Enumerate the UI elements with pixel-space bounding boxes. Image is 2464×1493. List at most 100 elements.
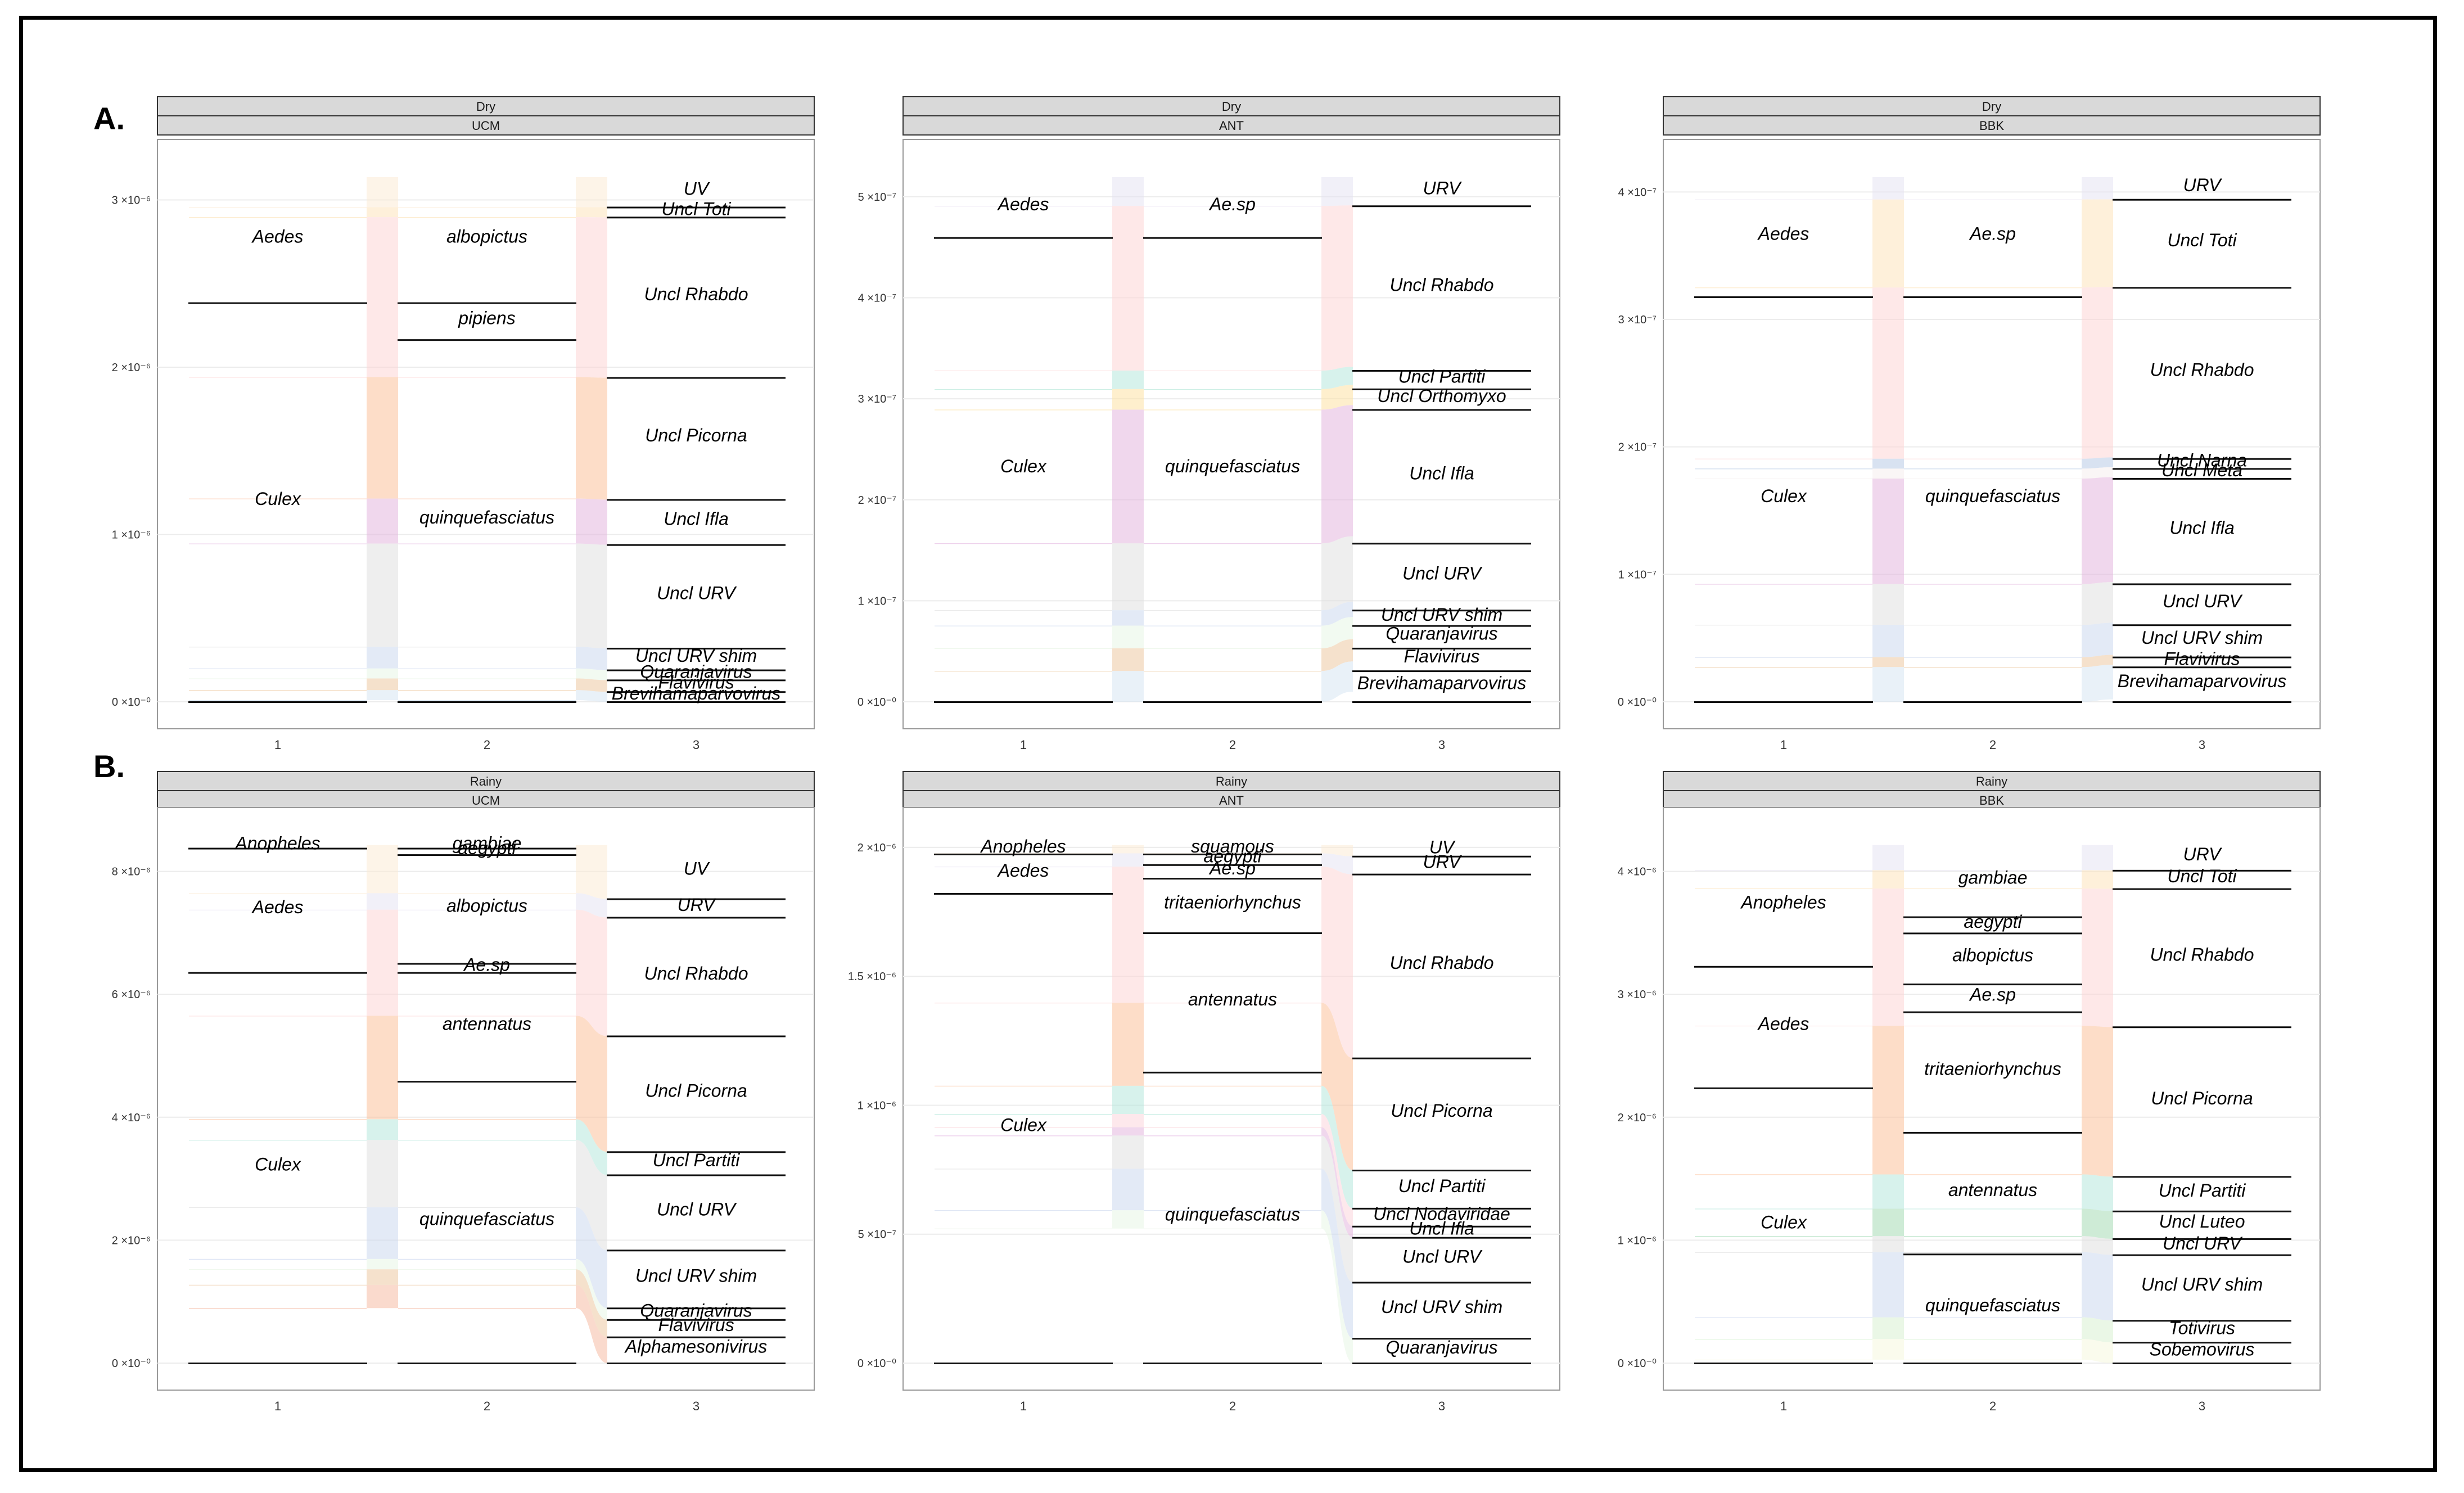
flow-band-1-2 [1872, 1026, 1904, 1175]
stratum-label: Ae.sp [1969, 985, 2016, 1005]
stratum-label: Uncl URV shim [2141, 1274, 2263, 1294]
flow-segment-axis1 [189, 1259, 367, 1260]
flow-band-1-2 [1872, 458, 1904, 469]
y-tick-label: 3 ×10⁻⁷ [1618, 314, 1657, 326]
flow-band-2-3 [1321, 405, 1353, 544]
stratum-label: Flavivirus [2164, 648, 2240, 669]
stratum-label: Uncl Toti [2167, 230, 2237, 250]
y-tick-label: 4 ×10⁻⁶ [112, 1112, 151, 1124]
flow-band-2-3 [576, 1269, 607, 1337]
flow-band-1-2 [1112, 1003, 1144, 1086]
y-tick-label: 4 ×10⁻⁷ [1618, 186, 1657, 199]
stratum-box [1352, 1338, 1531, 1340]
stratum-label: Quaranjavirus [640, 661, 752, 682]
flow-segment-axis1 [189, 207, 367, 208]
stratum-label: URV [2183, 844, 2223, 864]
stratum-label: albopictus [1952, 945, 2033, 966]
y-tick-label: 5 ×10⁻⁷ [858, 1229, 896, 1241]
stratum-label: quinquefasciatus [419, 1208, 554, 1229]
x-tick-label: 1 [274, 738, 281, 752]
x-tick-label: 2 [1229, 1399, 1236, 1413]
stratum-label: Brevihamaparvovirus [2118, 671, 2287, 691]
flow-segment-axis2 [1144, 389, 1321, 390]
stratum-label: antennatus [1188, 989, 1277, 1009]
stratum-label: aegypti [458, 838, 516, 858]
flow-segment-axis1 [935, 389, 1112, 390]
y-tick-label: 8 ×10⁻⁶ [112, 866, 151, 878]
stratum-box [607, 1363, 786, 1364]
flow-band-1-2 [1872, 584, 1904, 625]
stratum-label: Culex [255, 489, 301, 509]
flow-band-2-3 [1321, 845, 1353, 856]
flow-segment-axis2 [1144, 610, 1321, 611]
flow-band-2-3 [576, 678, 607, 692]
flow-band-2-3 [576, 909, 607, 1036]
flow-band-2-3 [576, 1259, 607, 1320]
stratum-box [1903, 916, 2082, 918]
flow-band-1-2 [367, 647, 398, 669]
stratum-box [607, 647, 786, 649]
stratum-box [1143, 878, 1322, 880]
stratum-label: Uncl Rhabdo [1390, 275, 1494, 295]
stratum-label: Uncl URV shim [1381, 1297, 1502, 1317]
flow-band-2-3 [2082, 888, 2113, 1027]
stratum-box [1903, 1363, 2082, 1364]
stratum-box [2113, 1176, 2291, 1178]
stratum-box [2113, 869, 2291, 872]
alluvial-chart-5: Rainy ANT 0 ×10⁻⁰ 5 ×10⁻⁷ 1 ×10⁻⁶ 1.5 ×10⁻⁶ 2 … [848, 771, 1560, 1413]
x-tick-label: 3 [2199, 1399, 2205, 1413]
x-tick-label: 1 [274, 1399, 281, 1413]
stratum-label: quinquefasciatus [419, 507, 554, 527]
flow-band-1-2 [367, 498, 398, 544]
flow-band-1-2 [367, 1016, 398, 1120]
stratum-label: Uncl Partiti [1398, 1176, 1486, 1196]
stratum-label: Uncl URV [1402, 563, 1483, 584]
flow-band-2-3 [576, 377, 607, 500]
stratum-label: Aedes [251, 227, 304, 247]
flow-band-2-3 [576, 647, 607, 670]
flow-band-1-2 [1872, 1317, 1904, 1339]
alluvial-chart-1: Dry UCM 0 ×10⁻⁰ 1 ×10⁻⁶ 2 ×10⁻⁶ 3 ×10⁻⁶ 1 2 3 Aed… [112, 96, 815, 752]
flow-band-2-3 [2082, 1252, 2113, 1321]
stratum-label: Uncl URV shim [1381, 605, 1502, 625]
flow-band-1-2 [1112, 1210, 1144, 1229]
stratum-box [607, 1336, 786, 1338]
flow-band-1-2 [1112, 1169, 1144, 1211]
flow-band-2-3 [1321, 385, 1353, 410]
stratum-label: UV [684, 859, 710, 879]
stratum-label: UV [684, 179, 710, 199]
strip-season-label: Dry [1222, 100, 1241, 114]
flow-band-1-2 [1112, 1127, 1144, 1136]
flow-band-2-3 [1321, 205, 1353, 371]
flow-segment-axis2 [1144, 1127, 1321, 1128]
strip-season-box [902, 771, 1560, 791]
flow-segment-axis2 [1904, 1252, 2082, 1253]
stratum-box [1352, 388, 1531, 390]
stratum-box [398, 1363, 576, 1364]
stratum-box [1352, 873, 1531, 876]
y-tick-label: 0 ×10⁻⁰ [858, 1357, 896, 1370]
stratum-label: Ae.sp [1969, 223, 2016, 243]
stratum-label: Uncl URV shim [2141, 628, 2263, 648]
stratum-box [607, 216, 786, 219]
flow-segment-axis1 [1695, 1236, 1872, 1237]
stratum-box [1352, 1170, 1531, 1172]
stratum-box [1903, 1253, 2082, 1256]
stratum-label: Uncl Partiti [1398, 366, 1486, 386]
stratum-label: Uncl Picorna [2151, 1088, 2253, 1108]
stratum-label: Uncl Rhabdo [2150, 359, 2254, 380]
flow-band-1-2 [1872, 845, 1904, 870]
flow-band-2-3 [2082, 845, 2113, 870]
stratum-label: Culex [255, 1154, 301, 1175]
flow-segment-axis1 [189, 690, 367, 691]
flow-segment-axis1 [1695, 1174, 1872, 1175]
flow-band-2-3 [576, 893, 607, 918]
flow-segment-axis1 [1695, 657, 1872, 658]
flow-band-2-3 [2082, 457, 2113, 469]
flow-segment-axis1 [1695, 1252, 1872, 1253]
flow-band-2-3 [2082, 177, 2113, 200]
flow-segment-axis2 [1144, 1135, 1321, 1136]
stratum-label: Ae.sp [1208, 858, 1256, 878]
flow-segment-axis2 [398, 700, 576, 701]
